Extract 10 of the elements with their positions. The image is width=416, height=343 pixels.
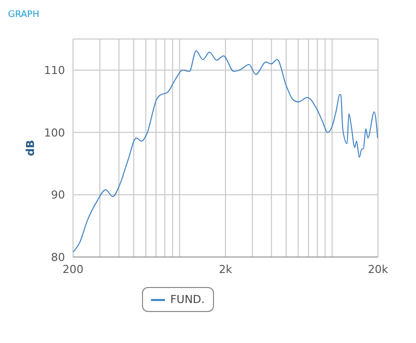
x-tick-label: 20k — [368, 262, 389, 276]
x-tick-label: 2k — [218, 262, 233, 276]
y-tick-label: 110 — [44, 64, 65, 78]
y-tick-label: 100 — [44, 126, 65, 140]
x-tick-label: 200 — [62, 262, 84, 276]
chart-title: GRAPH — [8, 9, 40, 22]
y-tick-label: 80 — [51, 250, 65, 264]
legend-label: FUND. — [169, 293, 205, 306]
y-axis-title: dB — [24, 140, 37, 156]
y-tick-label: 90 — [51, 188, 65, 202]
